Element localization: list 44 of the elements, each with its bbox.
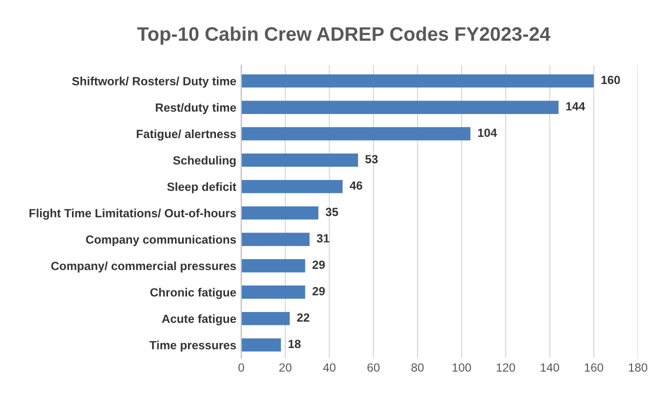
data-label: 144 [566,102,586,110]
bar [241,74,594,88]
bar [241,154,358,167]
x-tick-label: 140 [540,363,560,372]
data-label: 18 [288,340,301,348]
y-tick-label: Scheduling [173,156,236,167]
x-tick-label: 60 [368,363,380,372]
data-label: 104 [478,128,497,137]
y-tick-label: Company/ commercial pressures [51,261,236,272]
data-label: 160 [601,76,620,84]
x-tick-label: 20 [279,363,292,372]
y-tick-label: Shiftwork/ Rosters/ Duty time [72,76,236,88]
x-tick-label: 180 [628,363,648,372]
bar [241,100,559,114]
bar [241,286,306,299]
data-label: 22 [297,313,310,322]
x-tick-label: 40 [323,363,336,372]
y-tick-label: Rest/duty time [156,103,236,114]
data-label: 31 [316,234,330,243]
y-tick-label: Fatigue/ alertness [136,129,236,141]
y-tick-label: Time pressures [149,340,236,352]
data-label: 35 [326,208,338,216]
y-tick-label: Flight Time Limitations/ Out-of-hours [30,208,236,220]
bar [241,232,310,246]
x-tick-label: 80 [411,363,424,372]
y-tick-label: Acute fatigue [162,314,236,326]
x-tick-label: 100 [452,363,471,372]
bar [241,180,343,194]
chart-title: Top-10 Cabin Crew ADREP Codes FY2023-24 [137,26,550,45]
x-tick-label: 120 [496,363,516,372]
data-label: 29 [312,286,325,296]
data-label: 53 [365,154,378,164]
bar [241,206,318,220]
x-tick-label: 160 [584,363,604,372]
bar [241,338,281,352]
y-tick-label: Chronic fatigue [150,288,236,299]
bar [241,259,306,272]
data-label: 46 [350,181,362,190]
data-label: 29 [312,260,325,269]
bar [241,127,470,140]
y-tick-label: Company communications [86,235,236,246]
x-tick-label: 0 [238,363,244,372]
y-tick-label: Sleep deficit [167,182,236,194]
bar [241,312,290,326]
